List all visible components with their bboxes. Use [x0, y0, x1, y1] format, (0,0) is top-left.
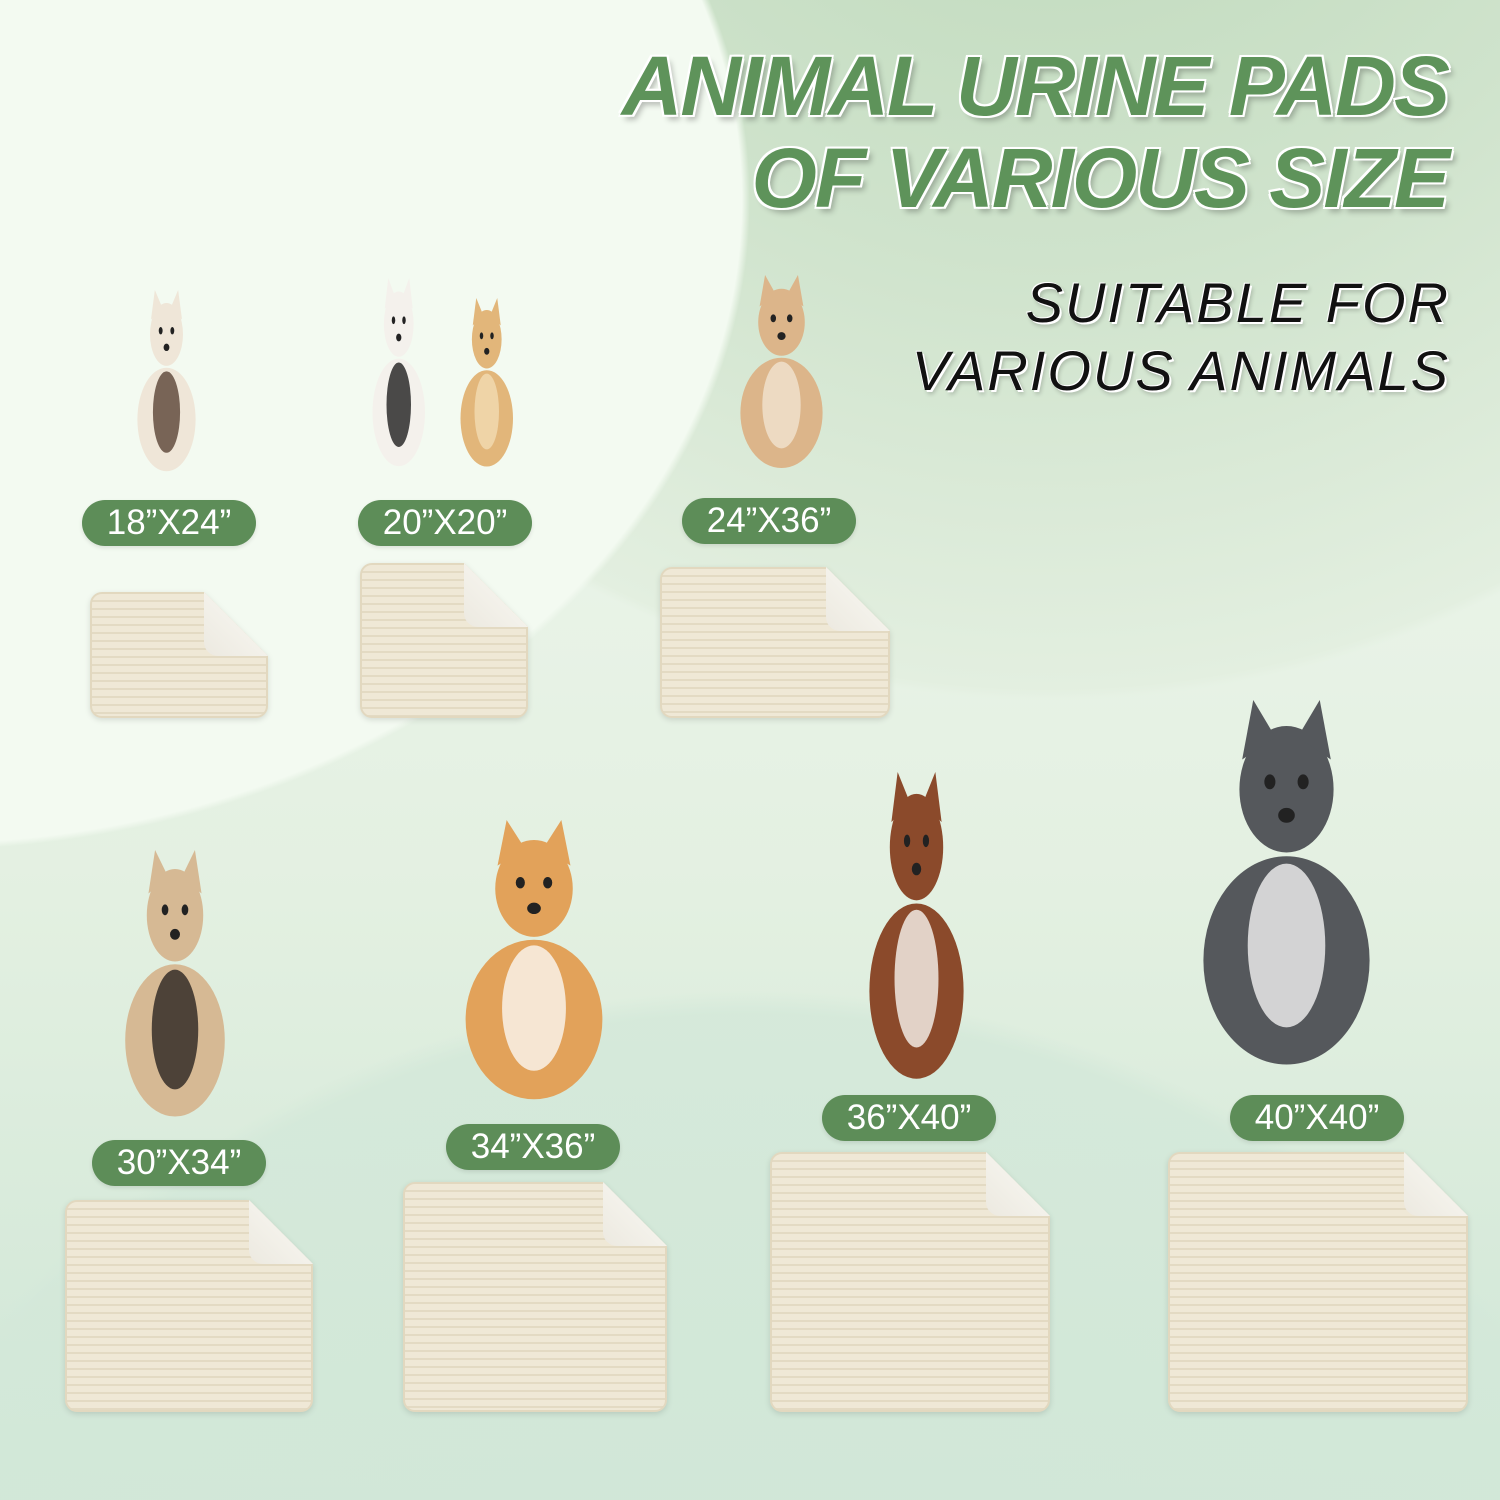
headline-line-1: ANIMAL URINE PADS — [621, 39, 1450, 133]
pad-folded-corner — [1404, 1152, 1468, 1216]
urine-pad-image — [360, 563, 528, 718]
urine-pad-image — [660, 567, 890, 718]
pad-folded-corner — [249, 1200, 313, 1264]
subheadline-line-2: VARIOUS ANIMALS — [911, 339, 1450, 402]
pad-folded-corner — [986, 1152, 1050, 1216]
urine-pad-image — [90, 592, 268, 718]
size-label-pill: 30”X34” — [92, 1140, 266, 1186]
tan-dog-image — [713, 275, 850, 472]
siamese-cat-image — [118, 290, 215, 475]
pad-folded-corner — [826, 567, 890, 631]
urine-pad-image — [65, 1200, 313, 1412]
size-label-pill: 40”X40” — [1230, 1095, 1404, 1141]
subheadline-line-1: SUITABLE FOR — [1025, 271, 1450, 334]
headline-line-2: OF VARIOUS SIZE — [751, 131, 1450, 225]
pad-folded-corner — [603, 1182, 667, 1246]
australian-shepherd-image — [838, 772, 995, 1085]
size-label-pill: 24”X36” — [682, 498, 856, 544]
size-label-pill: 34”X36” — [446, 1124, 620, 1170]
urine-pad-image — [770, 1152, 1050, 1412]
cat-and-puppy-image — [355, 278, 530, 470]
pad-quilted-surface — [360, 563, 528, 718]
pug-image — [92, 850, 258, 1122]
size-label-pill: 18”X24” — [82, 500, 256, 546]
urine-pad-image — [403, 1182, 667, 1412]
pad-folded-corner — [464, 563, 528, 627]
urine-pad-image — [1168, 1152, 1468, 1412]
husky-image — [1148, 700, 1425, 1072]
pad-folded-corner — [204, 592, 268, 656]
pad-quilted-surface — [1168, 1152, 1468, 1412]
pad-quilted-surface — [660, 567, 890, 718]
corgi-image — [420, 820, 648, 1105]
size-label-pill: 20”X20” — [358, 500, 532, 546]
size-label-pill: 36”X40” — [822, 1095, 996, 1141]
